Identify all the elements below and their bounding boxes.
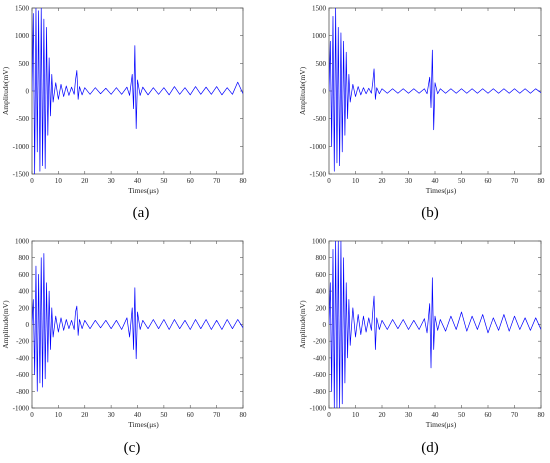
y-tick-label: 1000 xyxy=(15,32,30,40)
x-tick-label: 0 xyxy=(327,411,331,419)
x-tick-label: 60 xyxy=(485,177,493,185)
y-tick-label: 0 xyxy=(26,321,30,329)
x-tick-label: 30 xyxy=(405,411,413,419)
y-tick-label: -400 xyxy=(313,354,326,362)
y-tick-label: 1000 xyxy=(312,238,327,246)
x-tick-label: 20 xyxy=(81,177,89,185)
x-tick-label: 20 xyxy=(81,411,89,419)
y-axis-title: Amplitude(mV) xyxy=(1,66,10,115)
y-tick-label: 400 xyxy=(19,288,30,296)
y-tick-label: -1000 xyxy=(13,143,30,151)
panel-a: 0 10 20 30 40 50 60 70 80 -1500 -1000 -500 0 500 1000 1… xyxy=(1,5,247,196)
y-tick-label: -600 xyxy=(16,371,29,379)
y-tick-label: 400 xyxy=(316,288,327,296)
y-tick-label: 800 xyxy=(19,254,30,262)
panel-c: 0 10 20 30 40 50 60 70 80 -1000 -800 -600 -400 -200 0 2… xyxy=(1,238,247,430)
x-tick-label: 70 xyxy=(213,411,221,419)
x-axis-title: Times(μs) xyxy=(426,186,457,195)
panel-label-a: (a) xyxy=(133,205,150,221)
y-tick-label: -500 xyxy=(313,115,326,123)
y-tick-label: 1500 xyxy=(312,5,327,13)
signal-line xyxy=(32,253,243,392)
y-tick-label: 1000 xyxy=(15,238,30,246)
x-tick-label: 30 xyxy=(108,411,116,419)
y-tick-label: -1500 xyxy=(13,171,30,179)
panel-label-c: (c) xyxy=(124,440,141,456)
x-tick-label: 60 xyxy=(187,411,195,419)
x-tick-label: 40 xyxy=(134,177,142,185)
panel-b: 0 10 20 30 40 50 60 70 80 -1500 -1000 -500 0 500 1000 1… xyxy=(298,5,545,196)
y-tick-label: -1000 xyxy=(13,405,30,413)
signal-line xyxy=(329,8,541,172)
x-tick-label: 70 xyxy=(511,177,519,185)
y-tick-label: 600 xyxy=(19,271,30,279)
x-tick-label: 10 xyxy=(55,177,63,185)
x-tick-label: 50 xyxy=(160,411,168,419)
y-tick-label: -800 xyxy=(313,388,326,396)
x-tick-label: 30 xyxy=(108,177,116,185)
y-axis-title: Amplitude(mV) xyxy=(298,300,307,349)
y-tick-label: 200 xyxy=(316,304,327,312)
x-tick-label: 10 xyxy=(352,177,360,185)
x-axis-title: Times(μs) xyxy=(128,186,159,195)
x-tick-label: 40 xyxy=(432,411,440,419)
y-tick-label: -600 xyxy=(313,371,326,379)
y-tick-label: 200 xyxy=(19,304,30,312)
y-tick-label: 0 xyxy=(26,88,30,96)
x-tick-label: 50 xyxy=(458,411,466,419)
x-axis-title: Times(μs) xyxy=(426,420,457,429)
y-tick-label: 600 xyxy=(316,271,327,279)
y-tick-label: -200 xyxy=(313,338,326,346)
y-tick-label: -400 xyxy=(16,354,29,362)
x-tick-label: 80 xyxy=(538,411,546,419)
y-tick-label: 500 xyxy=(19,60,30,68)
x-tick-label: 80 xyxy=(538,177,546,185)
panel-d: 0 10 20 30 40 50 60 70 80 -1000 -800 -600 -400 -200 0 2… xyxy=(298,238,545,430)
y-axis-title: Amplitude(mV) xyxy=(298,66,307,115)
y-tick-label: 0 xyxy=(323,321,327,329)
y-tick-label: 800 xyxy=(316,254,327,262)
signal-line xyxy=(329,241,541,408)
plot-frame xyxy=(31,240,244,409)
x-tick-label: 30 xyxy=(405,177,413,185)
x-tick-label: 60 xyxy=(485,411,493,419)
y-tick-label: -1000 xyxy=(310,143,327,151)
x-tick-label: 40 xyxy=(134,411,142,419)
x-tick-label: 70 xyxy=(213,177,221,185)
panel-label-d: (d) xyxy=(421,440,439,456)
y-tick-label: 1000 xyxy=(312,32,327,40)
x-axis-title: Times(μs) xyxy=(128,420,159,429)
x-tick-label: 20 xyxy=(379,177,387,185)
x-tick-label: 40 xyxy=(432,177,440,185)
signal-line xyxy=(32,8,243,174)
x-tick-label: 80 xyxy=(240,177,248,185)
y-tick-label: 1500 xyxy=(15,5,30,13)
x-tick-label: 0 xyxy=(30,177,34,185)
y-tick-label: -1000 xyxy=(310,405,327,413)
x-tick-label: 0 xyxy=(30,411,34,419)
x-tick-label: 20 xyxy=(379,411,387,419)
x-tick-label: 70 xyxy=(511,411,519,419)
y-tick-label: 500 xyxy=(316,60,327,68)
panel-label-b: (b) xyxy=(421,205,439,221)
y-tick-label: -800 xyxy=(16,388,29,396)
x-tick-label: 50 xyxy=(160,177,168,185)
y-tick-label: -1500 xyxy=(310,171,327,179)
y-tick-label: 0 xyxy=(323,88,327,96)
y-tick-label: -500 xyxy=(16,115,29,123)
x-tick-label: 10 xyxy=(352,411,360,419)
x-tick-label: 50 xyxy=(458,177,466,185)
x-tick-label: 0 xyxy=(327,177,331,185)
x-tick-label: 80 xyxy=(240,411,248,419)
y-axis-title: Amplitude(mV) xyxy=(1,300,10,349)
x-tick-label: 10 xyxy=(55,411,63,419)
y-tick-label: -200 xyxy=(16,338,29,346)
x-tick-label: 60 xyxy=(187,177,195,185)
